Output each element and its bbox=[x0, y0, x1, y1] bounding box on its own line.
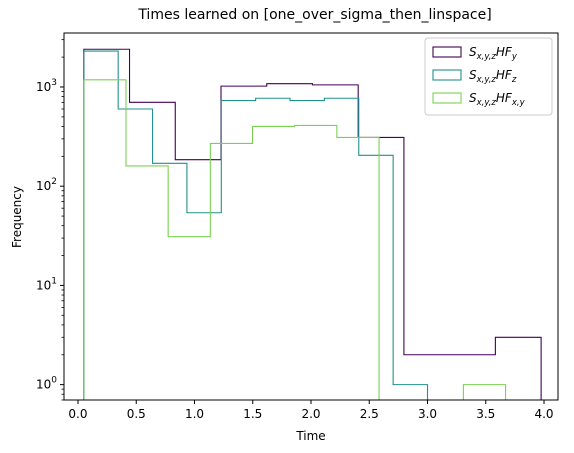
series-2 bbox=[83, 79, 507, 400]
x-tick-label: 2.5 bbox=[360, 407, 379, 421]
legend-item: Sx,y,zHFy bbox=[432, 45, 518, 62]
x-tick-label: 2.0 bbox=[301, 407, 320, 421]
legend-swatch bbox=[432, 46, 462, 58]
x-tick-label: 0.5 bbox=[127, 407, 146, 421]
series-1-step-line bbox=[83, 50, 429, 400]
y-axis-label: Frequency bbox=[10, 186, 24, 248]
legend-swatch bbox=[432, 92, 462, 104]
x-tick-label: 3.5 bbox=[476, 407, 495, 421]
y-tick-label: 102 bbox=[36, 177, 57, 193]
series-2-step-line bbox=[83, 79, 380, 400]
chart-title: Times learned on [one_over_sigma_then_li… bbox=[137, 7, 491, 23]
legend-item: Sx,y,zHFx,y bbox=[432, 91, 526, 108]
series-0-step-line bbox=[83, 48, 542, 400]
plot-area bbox=[83, 48, 542, 400]
y-tick-label: 101 bbox=[36, 276, 57, 292]
series-2-step-line bbox=[462, 384, 507, 400]
series-0 bbox=[83, 48, 542, 400]
legend: Sx,y,zHFy Sx,y,zHFz Sx,y,zHFx,y bbox=[424, 37, 553, 116]
legend-item: Sx,y,zHFz bbox=[432, 68, 517, 85]
x-tick-label: 4.0 bbox=[534, 407, 553, 421]
y-tick-label: 100 bbox=[36, 376, 57, 392]
x-tick-label: 1.5 bbox=[243, 407, 262, 421]
legend-label: Sx,y,zHFy bbox=[469, 45, 518, 62]
x-axis: 0.0 0.5 1.0 1.5 2.0 2.5 3.0 3.5 4.0 bbox=[68, 400, 554, 421]
x-tick-label: 1.0 bbox=[185, 407, 204, 421]
series-1 bbox=[83, 50, 429, 400]
x-axis-label: Time bbox=[295, 429, 325, 443]
legend-label: Sx,y,zHFx,y bbox=[469, 91, 526, 108]
x-tick-label: 0.0 bbox=[68, 407, 87, 421]
legend-swatch bbox=[432, 69, 462, 81]
y-axis: 100 101 102 103 bbox=[36, 39, 64, 401]
y-tick-label: 103 bbox=[36, 78, 57, 94]
legend-label: Sx,y,zHFz bbox=[469, 68, 517, 85]
x-tick-label: 3.0 bbox=[418, 407, 437, 421]
